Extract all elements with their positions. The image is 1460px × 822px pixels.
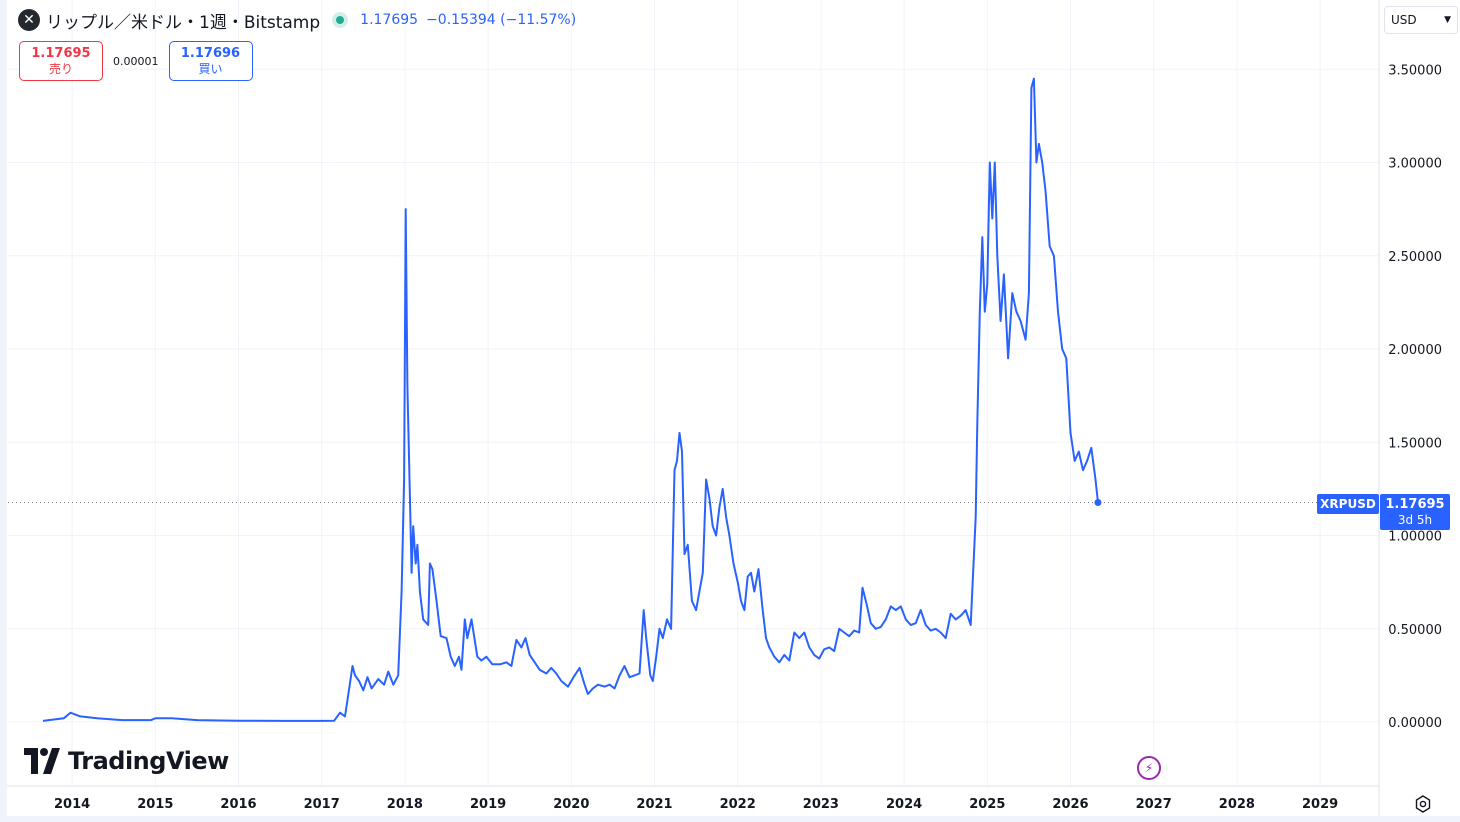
x-tick-label: 2015 [137,797,173,812]
buy-price: 1.17696 [180,45,241,61]
x-tick-label: 2026 [1052,797,1088,812]
x-tick-label: 2019 [470,797,506,812]
x-tick-label: 2023 [803,797,839,812]
tradingview-logo-text: TradingView [68,747,229,775]
price-tag-value: 1.17695 [1385,497,1445,512]
x-tick-label: 2024 [886,797,922,812]
y-tick-label: 3.50000 [1388,63,1442,78]
y-tick-label: 1.50000 [1388,436,1442,451]
sell-label: 売り [48,61,73,76]
buy-label: 買い [198,61,223,76]
x-tick-label: 2018 [387,797,423,812]
trade-panel: 1.17695 売り 0.00001 1.17696 買い [19,41,253,81]
bar-countdown: 3d 5h [1397,513,1433,527]
left-edge-strip [0,0,7,822]
symbol-header: ✕ リップル／米ドル・1週・Bitstamp 1.17695 −0.15394 … [18,7,576,33]
y-tick-label: 0.00000 [1388,716,1442,731]
y-tick-label: 3.00000 [1388,157,1442,172]
x-tick-label: 2022 [720,797,756,812]
tradingview-logo-icon [24,748,60,774]
flash-icon[interactable]: ⚡ [1137,756,1161,780]
y-tick-label: 2.00000 [1388,343,1442,358]
x-tick-label: 2020 [553,797,589,812]
last-price-value: 1.17695 [360,12,419,28]
sell-price: 1.17695 [31,45,91,61]
x-tick-label: 2016 [220,797,256,812]
xrp-price-line [42,77,1099,722]
x-tick-label: 2027 [1136,797,1172,812]
currency-value: USD [1391,13,1417,27]
y-tick-label: 0.50000 [1388,623,1442,638]
symbol-title[interactable]: リップル／米ドル・1週・Bitstamp [46,12,321,33]
x-tick-label: 2028 [1219,797,1255,812]
sell-button[interactable]: 1.17695 売り [19,41,103,81]
spread-value: 0.00001 [113,54,159,68]
xrp-logo-icon: ✕ [18,9,40,31]
y-tick-label: 2.50000 [1388,250,1442,265]
currency-select[interactable]: USD ▼ [1384,6,1458,34]
last-price-tag: 1.17695 3d 5h [1380,494,1450,530]
chevron-down-icon: ▼ [1444,15,1451,25]
price-change-value: −0.15394 (−11.57%) [426,12,577,28]
buy-button[interactable]: 1.17696 買い [168,41,253,81]
tradingview-logo[interactable]: TradingView [22,744,229,778]
last-price-dot [1094,498,1102,506]
settings-icon[interactable] [1412,793,1434,815]
market-status-icon[interactable] [336,16,345,24]
symbol-price-tag: XRPUSD [1317,494,1379,514]
x-tick-label: 2017 [304,797,340,812]
x-tick-label: 2021 [636,797,672,812]
y-tick-label: 1.00000 [1388,530,1442,545]
x-tick-label: 2014 [54,797,90,812]
x-tick-label: 2029 [1302,797,1338,812]
x-tick-label: 2025 [969,797,1005,812]
bottom-edge-strip [0,816,1460,822]
